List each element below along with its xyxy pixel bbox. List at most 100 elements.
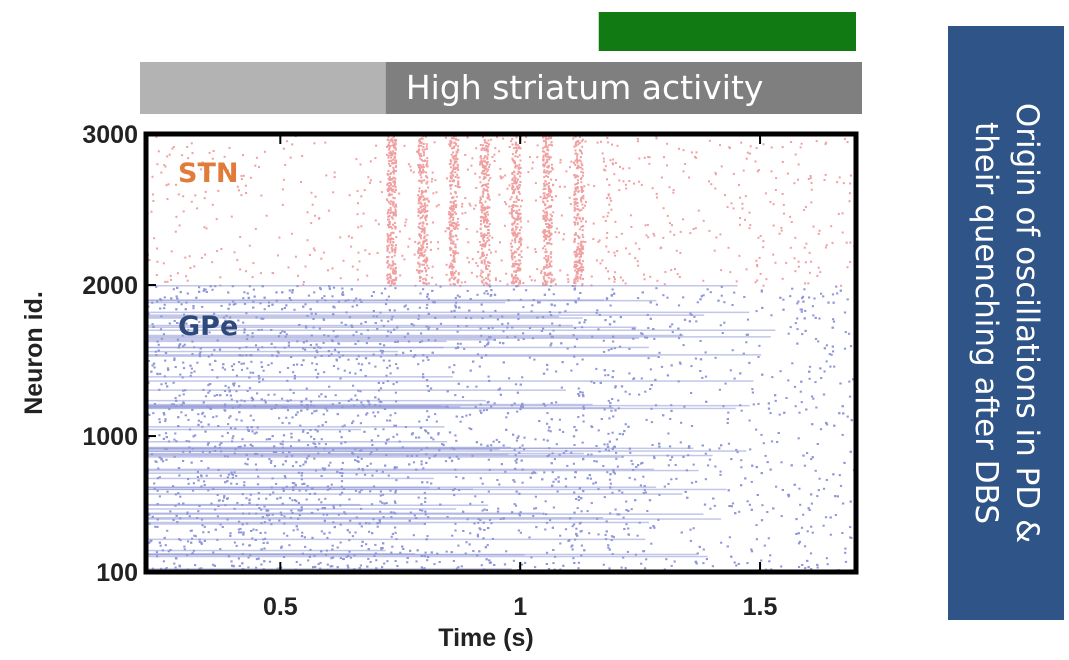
gpe-spike-4691 [412, 534, 415, 537]
gpe-spike-4644 [558, 428, 561, 431]
gpe-spike-3484 [575, 527, 578, 530]
stn-spike-2214 [417, 252, 420, 255]
stn-spike-497 [807, 282, 810, 285]
gpe-spike-3917 [481, 501, 484, 504]
stn-spike-167 [461, 205, 464, 208]
stn-spike-1447 [544, 220, 547, 222]
stn-spike-2239 [394, 251, 397, 254]
stn-spike-1994 [486, 150, 489, 153]
stn-spike-2327 [517, 191, 520, 194]
stn-spike-1998 [456, 227, 459, 230]
stn-spike-2001 [417, 171, 420, 174]
stn-spike-480 [464, 197, 467, 199]
stn-spike-1689 [576, 264, 579, 267]
stn-spike-569 [679, 230, 682, 233]
gpe-spike-4706 [785, 397, 788, 399]
gpe-spike-3761 [780, 565, 783, 568]
gpe-spike-4523 [809, 552, 813, 555]
gpe-spike-4786 [336, 335, 339, 338]
stn-spike-663 [466, 256, 469, 259]
gpe-spike-4812 [255, 512, 258, 515]
stn-spike-1713 [518, 264, 521, 267]
stn-spike-539 [390, 183, 392, 186]
gpe-spike-4651 [291, 482, 294, 484]
stn-spike-1464 [457, 180, 460, 183]
gpe-spike-3616 [451, 534, 454, 537]
gpe-spike-4885 [306, 404, 309, 406]
gpe-spike-4918 [496, 510, 500, 513]
stn-spike-1571 [514, 155, 517, 158]
gpe-spike-3945 [470, 317, 473, 320]
gpe-spike-4910 [712, 497, 715, 500]
gpe-spike-3511 [848, 395, 852, 398]
gpe-spike-4108 [615, 438, 618, 441]
stn-spike-62 [281, 188, 284, 191]
stn-spike-1718 [420, 155, 423, 157]
gpe-spike-4565 [166, 367, 170, 370]
gpe-spike-3930 [200, 460, 203, 462]
gpe-spike-3306 [598, 450, 601, 453]
stn-spike-1739 [422, 146, 425, 149]
stn-spike-391 [282, 178, 285, 181]
gpe-spike-3411 [258, 381, 261, 384]
stn-spike-2405 [392, 231, 395, 234]
gpe-spike-4091 [317, 346, 320, 349]
gpe-spike-3228 [488, 518, 492, 521]
gpe-spike-3867 [323, 467, 327, 470]
stn-spike-768 [597, 240, 600, 243]
gpe-spike-4588 [274, 346, 277, 349]
stn-spike-199 [413, 253, 416, 256]
gpe-spike-3406 [632, 378, 635, 380]
stn-spike-1187 [395, 162, 397, 164]
stn-spike-2378 [419, 166, 422, 169]
gpe-spike-4274 [519, 298, 522, 301]
stn-spike-686 [306, 211, 309, 214]
gpe-spike-3167 [804, 309, 807, 312]
stn-spike-2270 [418, 275, 421, 278]
stn-spike-1858 [579, 244, 582, 247]
stn-spike-680 [574, 163, 577, 166]
gpe-spike-4090 [265, 514, 268, 517]
gpe-spike-4469 [351, 452, 354, 454]
gpe-spike-3501 [603, 350, 606, 353]
gpe-spike-4157 [255, 529, 258, 532]
gpe-spike-4378 [235, 418, 238, 421]
stn-spike-823 [420, 181, 423, 184]
stn-spike-1653 [422, 246, 425, 249]
stn-spike-2394 [486, 205, 489, 208]
gpe-spike-3325 [352, 334, 355, 337]
gpe-spike-4140 [283, 515, 286, 518]
stn-spike-1364 [518, 238, 521, 241]
stn-spike-1562 [513, 174, 516, 177]
gpe-spike-4643 [243, 329, 246, 332]
stn-spike-2254 [550, 260, 553, 263]
stn-spike-1846 [417, 199, 420, 202]
stn-spike-1354 [512, 252, 515, 255]
stn-spike-773 [837, 212, 840, 215]
gpe-spike-3234 [755, 428, 758, 431]
stn-spike-1424 [516, 205, 519, 208]
stn-spike-1511 [426, 264, 429, 267]
stn-spike-1727 [426, 165, 429, 168]
stn-spike-983 [455, 143, 457, 146]
stn-spike-822 [799, 146, 802, 149]
stn-spike-2383 [546, 158, 548, 161]
gpe-spike-4347 [256, 483, 260, 486]
gpe-spike-4780 [201, 412, 204, 415]
gpe-spike-3249 [306, 408, 309, 411]
stn-spike-95 [616, 144, 619, 147]
gpe-spike-3977 [582, 414, 585, 417]
stn-spike-415 [420, 164, 422, 167]
gpe-spike-2412 [303, 536, 306, 539]
gpe-spike-4195 [204, 288, 207, 291]
gpe-spike-3532 [822, 524, 825, 527]
stn-spike-1641 [576, 187, 579, 190]
gpe-spike-3848 [256, 503, 259, 506]
stn-spike-1818 [519, 175, 521, 178]
gpe-spike-3386 [666, 454, 669, 457]
stn-spike-393 [342, 259, 345, 262]
stn-spike-2299 [426, 210, 429, 212]
gpe-spike-3663 [183, 313, 186, 316]
gpe-spike-3151 [673, 560, 676, 563]
gpe-spike-4172 [612, 370, 615, 373]
